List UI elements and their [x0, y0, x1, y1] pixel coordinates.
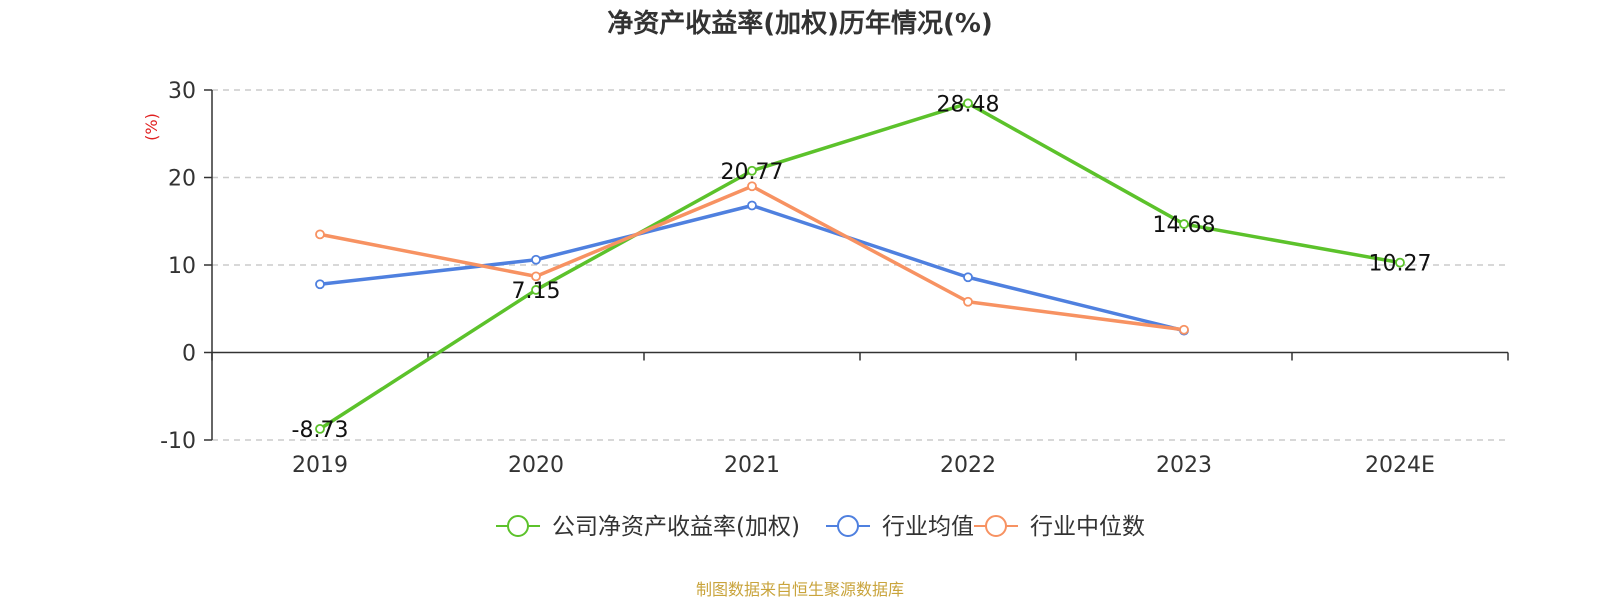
x-tick-label: 2022 [940, 453, 996, 478]
x-tick-label: 2021 [724, 453, 780, 478]
data-point[interactable] [531, 285, 541, 295]
x-tick-label: 2023 [1156, 453, 1212, 478]
x-tick-label: 2019 [292, 453, 348, 478]
legend-item[interactable]: 公司净资产收益率(加权) [496, 514, 800, 540]
legend[interactable]: 公司净资产收益率(加权) 行业均值 行业中位数 [496, 514, 1145, 540]
chart-title: 净资产收益率(加权)历年情况(%) [607, 8, 993, 39]
data-label: -8.73 [292, 418, 349, 443]
data-labels: -8.73 7.15 20.77 28.48 14.68 10.27 [292, 92, 1432, 443]
data-point[interactable] [531, 254, 541, 265]
data-point[interactable] [1179, 219, 1189, 229]
grid-lines [212, 89, 1508, 441]
y-tick-label: 10 [168, 254, 196, 279]
y-tick-label: 30 [168, 79, 196, 104]
data-point[interactable] [747, 165, 757, 176]
y-tick-label: 0 [182, 342, 196, 367]
source-note: 制图数据来自恒生聚源数据库 [696, 580, 904, 599]
data-point[interactable] [963, 296, 973, 307]
legend-item[interactable]: 行业中位数 [974, 514, 1145, 540]
data-point[interactable] [747, 200, 757, 211]
data-point[interactable] [963, 272, 973, 283]
series-line [319, 101, 1401, 431]
data-label: 7.15 [512, 279, 561, 304]
y-tick-label: 20 [168, 167, 196, 192]
legend-item[interactable]: 行业均值 [826, 514, 974, 540]
data-point[interactable] [315, 423, 325, 434]
data-point[interactable] [531, 271, 541, 282]
data-point[interactable] [315, 229, 325, 240]
legend-marker-icon [837, 515, 859, 537]
data-point[interactable] [963, 98, 973, 109]
legend-label: 行业均值 [882, 514, 974, 540]
data-point[interactable] [1395, 257, 1405, 268]
x-tick-label: 2020 [508, 453, 564, 478]
data-point[interactable] [1179, 324, 1189, 335]
data-label: 28.48 [937, 92, 1000, 117]
legend-label: 公司净资产收益率(加权) [552, 514, 800, 540]
data-label: 14.68 [1153, 213, 1216, 238]
y-tick-label: -10 [160, 429, 196, 454]
data-label: 20.77 [721, 160, 784, 185]
legend-marker-icon [507, 515, 529, 537]
x-tick-label: 2024E [1365, 453, 1435, 478]
data-point[interactable] [315, 279, 325, 290]
data-label: 10.27 [1369, 252, 1432, 277]
legend-label: 行业中位数 [1030, 514, 1145, 540]
data-point[interactable] [747, 181, 757, 192]
series-layer [315, 98, 1405, 434]
legend-marker-icon [985, 515, 1007, 537]
y-axis-unit: (%) [142, 113, 161, 141]
axes: -10 0 10 20 30 2019 2020 2021 2022 2023 2024E [160, 79, 1509, 478]
